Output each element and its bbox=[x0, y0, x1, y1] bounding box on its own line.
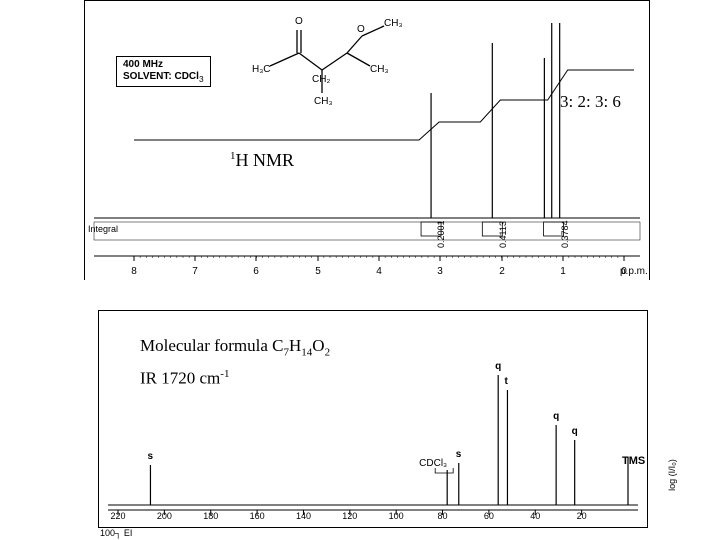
formula-h: H bbox=[289, 336, 301, 355]
ctick-40: 40 bbox=[530, 511, 540, 521]
tick-2: 2 bbox=[499, 266, 505, 277]
integration-ratio: 3: 2: 3: 6 bbox=[560, 92, 621, 112]
tick-8: 8 bbox=[131, 266, 137, 277]
ctick-60: 60 bbox=[484, 511, 494, 521]
molecule-structure: O O H₃C CH₃ CH₂ CH₃ CH₃ bbox=[252, 8, 402, 118]
atom-ch2: CH₂ bbox=[312, 74, 330, 85]
tick-1: 1 bbox=[560, 266, 566, 277]
ctick-200: 200 bbox=[157, 511, 172, 521]
solvent-sub: 3 bbox=[199, 74, 204, 84]
cnmr-x-axis: 220 200 180 160 140 120 100 80 60 40 20 bbox=[98, 505, 648, 525]
tick-4: 4 bbox=[376, 266, 382, 277]
ir-absorption: IR 1720 cm-1 bbox=[140, 368, 229, 389]
log-intensity-label: log (I/I₀) bbox=[667, 459, 677, 491]
integral-val-3: 0.3784 bbox=[560, 220, 570, 248]
ei-label: 100┐ EI bbox=[100, 528, 132, 538]
solvent-label: SOLVENT: CDCl bbox=[123, 71, 199, 82]
peak-label-q: q bbox=[495, 361, 501, 372]
integral-val-2: 0.4113 bbox=[498, 221, 508, 248]
atom-ch3-bl: CH₃ bbox=[314, 96, 333, 107]
formula-on: 2 bbox=[325, 346, 331, 358]
ctick-100: 100 bbox=[389, 511, 404, 521]
peak-label-q: q bbox=[572, 426, 578, 437]
ppm-unit: p.p.m. bbox=[620, 266, 648, 277]
ctick-80: 80 bbox=[438, 511, 448, 521]
ctick-220: 220 bbox=[110, 511, 125, 521]
freq-label: 400 MHz bbox=[123, 59, 163, 70]
ctick-160: 160 bbox=[250, 511, 265, 521]
ctick-20: 20 bbox=[577, 511, 587, 521]
peak-label-t: t bbox=[504, 376, 507, 387]
ctick-120: 120 bbox=[342, 511, 357, 521]
ctick-180: 180 bbox=[203, 511, 218, 521]
tick-6: 6 bbox=[253, 266, 259, 277]
atom-o2: O bbox=[357, 24, 365, 35]
atom-ch3-tl: H₃C bbox=[252, 64, 271, 75]
ir-pre: IR 1720 cm bbox=[140, 369, 220, 388]
figure-root: 400 MHz SOLVENT: CDCl3 O O H₃C CH₃ CH₂ bbox=[0, 0, 720, 540]
peak-label-s: s bbox=[147, 451, 153, 462]
hnmr-text: H NMR bbox=[236, 150, 295, 170]
hnmr-title: 1H NMR bbox=[230, 150, 294, 171]
hnmr-x-axis: 8 7 6 5 4 3 2 1 0 bbox=[84, 260, 650, 284]
atom-o1: O bbox=[295, 16, 303, 27]
integral-val-1: 0.2001 bbox=[436, 220, 446, 248]
integral-axis-label: Integral bbox=[88, 224, 118, 234]
peak-label-q: q bbox=[553, 411, 559, 422]
molecular-formula: Molecular formula C7H14O2 bbox=[140, 336, 330, 358]
atom-ch3-br: CH₃ bbox=[370, 64, 389, 75]
tick-7: 7 bbox=[192, 266, 198, 277]
peak-label-TMS: TMS bbox=[622, 455, 645, 467]
ctick-140: 140 bbox=[296, 511, 311, 521]
tick-3: 3 bbox=[437, 266, 443, 277]
peak-label-CDCl₃: CDCl₃ bbox=[419, 458, 447, 469]
formula-pre: Molecular formula C bbox=[140, 336, 284, 355]
solvent-info-box: 400 MHz SOLVENT: CDCl3 bbox=[116, 56, 211, 87]
formula-hn: 14 bbox=[301, 346, 312, 358]
tick-5: 5 bbox=[315, 266, 321, 277]
atom-ch3-tr: CH₃ bbox=[384, 18, 402, 29]
peak-label-s: s bbox=[456, 449, 462, 460]
formula-o: O bbox=[312, 336, 324, 355]
ir-sup: -1 bbox=[220, 368, 229, 380]
